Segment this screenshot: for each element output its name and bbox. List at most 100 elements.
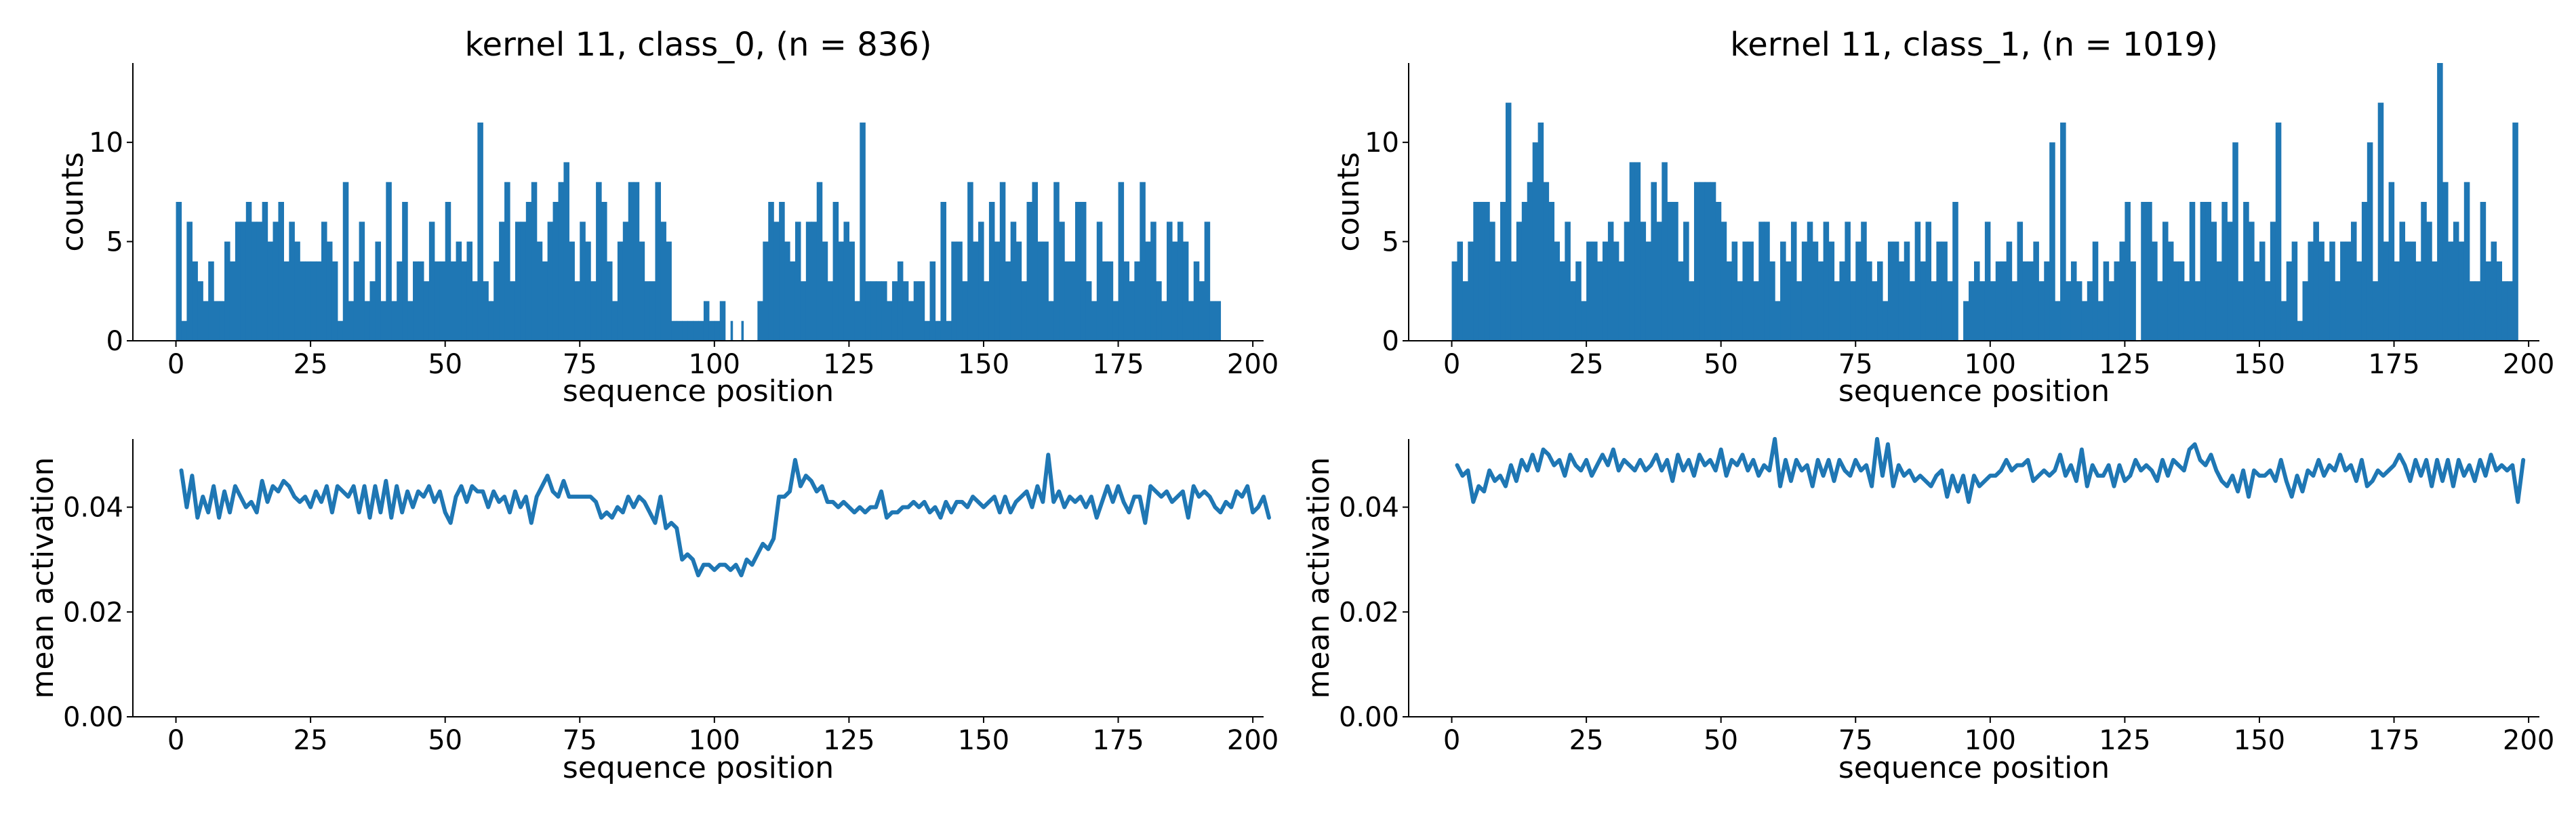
histogram-bar (2346, 241, 2352, 341)
histogram-bar (2501, 281, 2508, 341)
histogram-bar (596, 182, 602, 341)
histogram-bar (219, 301, 225, 341)
histogram-bar (1952, 202, 1958, 341)
y-tick-label: 0.04 (1339, 493, 1399, 524)
histogram-bar (2055, 301, 2061, 341)
histogram-bar (1995, 261, 2002, 341)
histogram-bar (331, 261, 338, 341)
histogram-bar (504, 182, 510, 341)
histogram-bar (708, 320, 715, 341)
histogram-bar (2238, 281, 2244, 341)
histogram-bar (1575, 261, 1582, 341)
histogram-bar (1667, 202, 1673, 341)
histogram-bar (628, 182, 635, 341)
histogram-bar (1516, 222, 1523, 341)
panel-title: kernel 11, class_1, (n = 1019) (1730, 26, 2218, 64)
histogram-bar (224, 241, 230, 341)
histogram-bar (1715, 202, 1722, 341)
histogram-bar (2167, 241, 2174, 341)
histogram-bar (2178, 261, 2185, 341)
histogram-bar (2496, 261, 2502, 341)
histogram-bar (1554, 241, 1560, 341)
histogram-bar (2038, 281, 2045, 341)
x-tick-label: 25 (1569, 725, 1604, 756)
histogram-bar (1656, 222, 1662, 341)
x-tick-label: 200 (2503, 725, 2554, 756)
histogram-bar (563, 162, 569, 341)
y-axis-label: mean activation (1302, 457, 1336, 699)
histogram-bar (542, 261, 548, 341)
histogram-bar (1969, 281, 1975, 341)
histogram-bar (1140, 182, 1146, 341)
histogram-bar (2491, 241, 2497, 341)
histogram-bar (1484, 202, 1490, 341)
histogram-bar (1489, 222, 1495, 341)
histogram-bar (1053, 182, 1060, 341)
histogram-bar (1758, 222, 1765, 341)
histogram-bar (876, 281, 882, 341)
histogram-bar (2119, 241, 2125, 341)
histogram-bar (2291, 241, 2298, 341)
histogram-bar (1624, 222, 1630, 341)
x-tick-label: 100 (1965, 725, 2016, 756)
histogram-bar (208, 261, 214, 341)
histogram-bar (946, 320, 952, 341)
histogram-bar (1177, 222, 1184, 341)
histogram-bar (881, 281, 887, 341)
histogram-bar (1634, 162, 1641, 341)
histogram-bar (1731, 241, 1738, 341)
histogram-bar (1645, 241, 1652, 341)
histogram-bar (1742, 241, 1748, 341)
histogram-bar (407, 301, 414, 341)
histogram-bar (870, 281, 877, 341)
histogram-bar (2383, 241, 2390, 341)
histogram-bar (2194, 281, 2201, 341)
histogram-bar (1548, 202, 1555, 341)
panel-class0-counts: kernel 11, class_0, (n = 836) 0 25 50 75 100… (56, 26, 1279, 409)
histogram-bar (283, 261, 289, 341)
histogram-bar (364, 301, 371, 341)
histogram-bar (1737, 281, 1744, 341)
histogram-bar (2329, 241, 2335, 341)
histogram-bar (1597, 261, 1603, 341)
histogram-bar (450, 261, 457, 341)
histogram-bar (2270, 222, 2276, 341)
histogram-bar (924, 320, 931, 341)
y-tick-label: 0 (1382, 326, 1399, 357)
histogram-bar (2114, 261, 2120, 341)
histogram-bar (1134, 261, 1140, 341)
histogram-bar (1775, 301, 1781, 341)
ticks-group: 0 25 50 75 100 125 150 175 200 0.00 0.02 0.04 (63, 493, 1279, 756)
mean-activation-line (179, 453, 1271, 578)
histogram-bar (2249, 222, 2255, 341)
histogram-bar (1156, 281, 1162, 341)
histogram-bar (2437, 63, 2443, 341)
y-tick-label: 5 (106, 227, 123, 258)
histogram-bar (262, 202, 268, 341)
x-tick-label: 100 (689, 725, 740, 756)
histogram-bar (677, 320, 683, 341)
histogram-bar (2480, 202, 2487, 341)
histogram-bar (2173, 261, 2179, 341)
histogram-bar (2130, 261, 2136, 341)
histogram-bar (2377, 102, 2384, 341)
histogram-bar (2367, 142, 2373, 341)
histogram-bar (1786, 261, 1792, 341)
histogram-bar (988, 202, 995, 341)
histogram-bar (1032, 182, 1038, 341)
histogram-bar (402, 202, 408, 341)
ticks-group: 0 25 50 75 100 125 150 175 200 0.00 0.02 0.04 (1339, 493, 2554, 756)
panel-class1-activation: 0 25 50 75 100 125 150 175 200 0.00 0.02 0.04 seque… (1302, 437, 2554, 785)
histogram-bar (1979, 281, 1986, 341)
histogram-bar (913, 281, 920, 341)
histogram-bar (2060, 122, 2066, 341)
histogram-bar (698, 320, 704, 341)
histogram-bar (1043, 241, 1049, 341)
histogram-bar (719, 320, 723, 341)
histogram-bar (2302, 281, 2309, 341)
histogram-bar (214, 301, 220, 341)
histogram-bar (2108, 281, 2115, 341)
histogram-bar (1699, 182, 1706, 341)
ticks-group: 0 25 50 75 100 125 150 175 200 0 5 10 (89, 127, 1279, 380)
histogram-bar (1866, 261, 1872, 341)
